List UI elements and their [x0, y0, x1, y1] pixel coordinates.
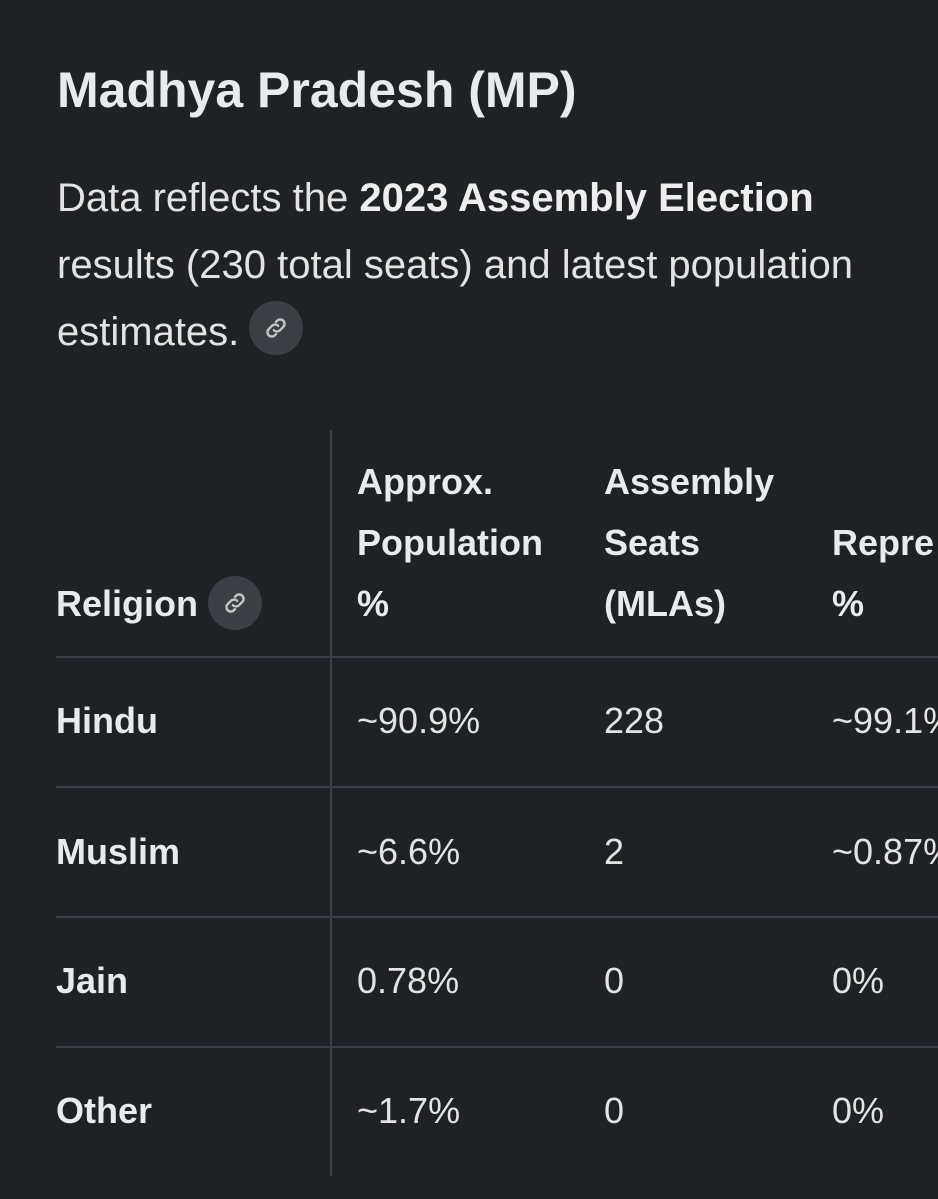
table-row-religion: Other — [56, 1090, 153, 1131]
row-divider — [56, 1046, 938, 1048]
table-row-representation: ~0.87% — [832, 831, 938, 872]
row-divider — [56, 656, 938, 658]
column-divider — [330, 430, 332, 1176]
link-icon — [266, 318, 287, 338]
table-row-representation: ~99.1% — [832, 700, 938, 741]
table-row-religion: Jain — [56, 960, 129, 1001]
header-seats-1: Assembly — [604, 461, 775, 502]
header-seats-2: Seats — [604, 522, 701, 563]
source-link-button[interactable] — [249, 301, 304, 355]
table-row-religion: Muslim — [56, 831, 181, 872]
table-row-seats: 0 — [604, 960, 625, 1001]
table-row-seats: 228 — [604, 700, 665, 741]
table-row-representation: 0% — [832, 1090, 885, 1131]
header-religion-label: Religion — [56, 583, 198, 624]
header-link-button[interactable] — [208, 576, 262, 630]
header-population-1: Approx. — [357, 461, 494, 502]
table-row-population: ~90.9% — [357, 700, 481, 741]
intro-suffix: results (230 total seats) and latest pop… — [57, 243, 854, 354]
header-population-2: Population — [357, 522, 543, 563]
table-row-population: ~1.7% — [357, 1090, 461, 1131]
page-title: Madhya Pradesh (MP) — [57, 62, 577, 118]
table-row-religion: Hindu — [56, 700, 158, 741]
header-representation-2: % — [832, 583, 865, 624]
table-row-seats: 0 — [604, 1090, 625, 1131]
header-religion: Religion — [56, 573, 262, 634]
religion-table: Religion Approx. Population % Assembly S… — [56, 430, 938, 1176]
intro-paragraph: Data reflects the 2023 Assembly Election… — [57, 165, 877, 366]
row-divider — [56, 786, 938, 788]
header-representation-1: Repre — [832, 522, 935, 563]
intro-prefix: Data reflects the — [57, 176, 360, 220]
row-divider — [56, 916, 938, 918]
table-row-population: ~6.6% — [357, 831, 461, 872]
table-row-population: 0.78% — [357, 960, 460, 1001]
table-row-seats: 2 — [604, 831, 625, 872]
table-row-representation: 0% — [832, 960, 885, 1001]
intro-bold: 2023 Assembly Election — [359, 176, 814, 220]
header-seats-3: (MLAs) — [604, 583, 726, 624]
link-icon — [225, 593, 245, 613]
header-population-3: % — [357, 583, 390, 624]
